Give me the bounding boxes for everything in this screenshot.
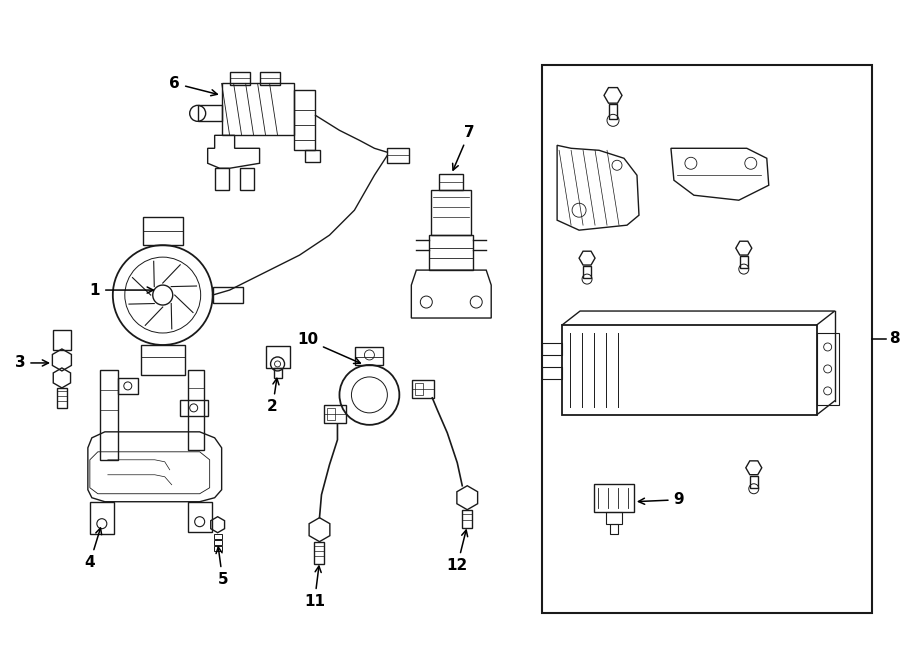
Bar <box>57 388 67 408</box>
Bar <box>314 541 325 564</box>
Bar <box>594 484 634 512</box>
Bar <box>90 502 113 533</box>
Bar <box>610 524 618 533</box>
Bar <box>239 169 254 190</box>
Bar <box>212 287 243 303</box>
Bar <box>259 73 280 85</box>
Bar <box>439 175 464 190</box>
Text: 6: 6 <box>169 76 217 96</box>
Bar <box>387 148 410 163</box>
Bar <box>606 512 622 524</box>
Bar <box>431 190 472 235</box>
Bar <box>542 65 871 613</box>
Text: 2: 2 <box>267 378 279 414</box>
Text: 11: 11 <box>304 566 325 609</box>
Text: 12: 12 <box>446 530 468 573</box>
Bar <box>180 400 208 416</box>
Bar <box>274 368 282 378</box>
Text: 10: 10 <box>297 332 360 364</box>
Bar <box>328 408 336 420</box>
Bar <box>356 347 383 365</box>
Bar <box>143 217 183 245</box>
Bar <box>304 150 320 162</box>
Bar <box>213 533 221 539</box>
Bar <box>415 383 423 395</box>
Bar <box>188 370 203 449</box>
Bar <box>816 333 839 405</box>
Bar <box>118 378 138 394</box>
Bar <box>100 370 118 460</box>
Bar <box>542 343 562 355</box>
Text: 5: 5 <box>216 547 228 587</box>
Bar <box>221 83 293 136</box>
Bar <box>198 105 221 122</box>
Bar <box>562 325 816 415</box>
Bar <box>463 510 473 527</box>
Bar <box>213 545 221 551</box>
Text: 1: 1 <box>90 282 153 297</box>
Text: 7: 7 <box>453 125 474 170</box>
Bar <box>412 380 435 398</box>
Bar <box>293 91 316 150</box>
Bar <box>609 104 617 120</box>
Bar <box>215 169 229 190</box>
Text: 4: 4 <box>85 528 102 570</box>
Bar <box>188 502 212 531</box>
Bar <box>740 256 748 268</box>
Bar <box>325 405 346 423</box>
Bar <box>230 73 249 85</box>
Text: 3: 3 <box>14 356 49 370</box>
Text: 9: 9 <box>638 492 684 507</box>
Bar <box>750 476 758 488</box>
Bar <box>53 330 71 350</box>
Bar <box>542 367 562 379</box>
Bar <box>429 235 473 270</box>
Bar <box>213 539 221 545</box>
Text: 8: 8 <box>889 331 900 346</box>
Bar <box>583 266 591 278</box>
Bar <box>140 345 184 375</box>
Bar <box>266 346 290 368</box>
